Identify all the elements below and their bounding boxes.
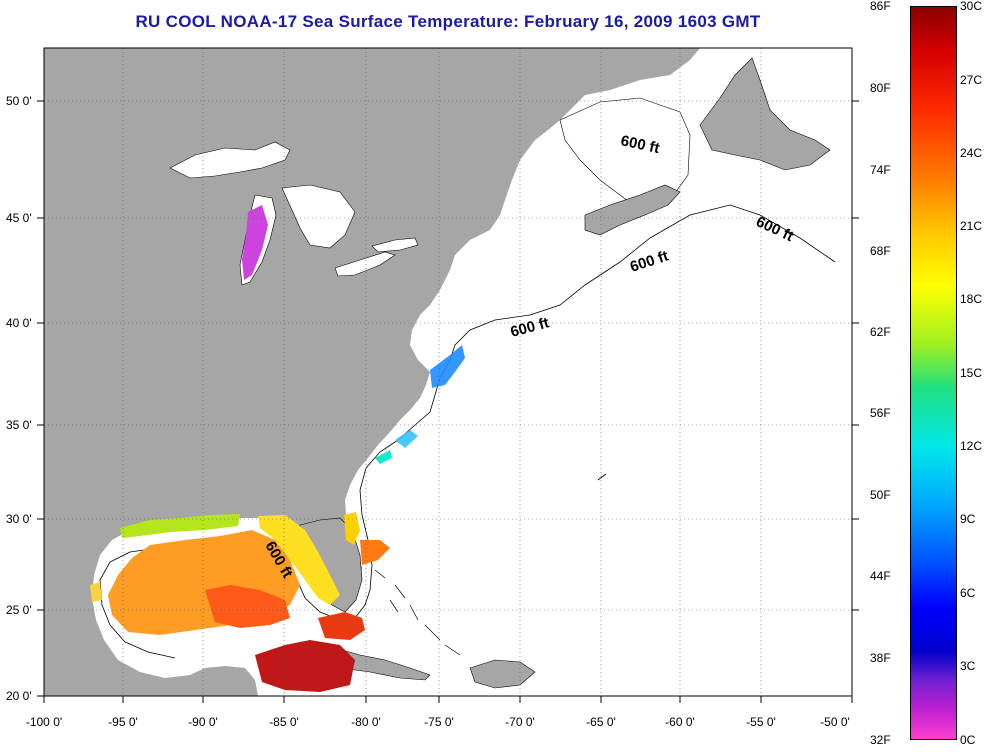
bermuda	[597, 473, 607, 481]
cbar-c-27: 27C	[960, 73, 983, 87]
sst-gulfstream-orange	[360, 540, 390, 565]
sst-caribbean-red	[255, 640, 355, 692]
sst-georgia-teal	[375, 450, 392, 464]
cbar-c-24: 24C	[960, 146, 983, 160]
lat-label-20n: 20 0'	[6, 689, 32, 703]
cbar-c-21: 21C	[960, 219, 983, 233]
map-frame	[43, 47, 853, 697]
bahamas	[374, 569, 461, 656]
graticule	[44, 48, 852, 696]
cbar-f-56: 56F	[870, 406, 891, 420]
lat-label-40n: 40 0'	[6, 316, 32, 330]
newfoundland	[699, 57, 831, 171]
cbar-f-44: 44F	[870, 569, 891, 583]
lon-label-90w: -90 0'	[188, 715, 218, 729]
sst-texas-yellow	[90, 582, 102, 602]
nova-scotia	[584, 184, 681, 236]
cbar-c-30: 30C	[960, 0, 983, 13]
cbar-f-32: 32F	[870, 733, 891, 747]
lon-label-80w: -80 0'	[351, 715, 381, 729]
lat-label-45n: 45 0'	[6, 211, 32, 225]
lon-label-50w: -50 0'	[820, 715, 850, 729]
sst-florida-east-yellow	[344, 512, 360, 545]
sst-carolina-cyan	[395, 430, 418, 448]
north-america-land	[44, 48, 700, 696]
lon-label-100w: -100 0'	[25, 715, 63, 729]
sst-midatlantic-blue	[430, 345, 465, 388]
cbar-f-68: 68F	[870, 244, 891, 258]
lake-huron	[281, 184, 356, 249]
cbar-f-50: 50F	[870, 488, 891, 502]
lat-label-50n: 50 0'	[6, 94, 32, 108]
lon-label-65w: -65 0'	[586, 715, 616, 729]
cbar-c-12: 12C	[960, 439, 983, 453]
cbar-c-6: 6C	[960, 586, 976, 600]
sst-florida-west-yellow	[258, 515, 340, 605]
lat-label-25n: 25 0'	[6, 603, 32, 617]
lon-label-75w: -75 0'	[424, 715, 454, 729]
cbar-c-0: 0C	[960, 733, 976, 747]
cbar-f-86: 86F	[870, 0, 891, 13]
cbar-f-80: 80F	[870, 81, 891, 95]
cbar-c-3: 3C	[960, 659, 976, 673]
sst-florida-straits-red	[318, 612, 365, 640]
cbar-c-15: 15C	[960, 366, 983, 380]
sst-lake-michigan	[242, 205, 268, 280]
lon-label-60w: -60 0'	[665, 715, 695, 729]
cbar-c-18: 18C	[960, 292, 983, 306]
lat-label-30n: 30 0'	[6, 512, 32, 526]
lon-label-55w: -55 0'	[746, 715, 776, 729]
cbar-f-74: 74F	[870, 163, 891, 177]
hispaniola	[469, 659, 536, 689]
lon-label-95w: -95 0'	[108, 715, 138, 729]
sst-gulf-north-green	[120, 514, 240, 538]
map-title: RU COOL NOAA-17 Sea Surface Temperature:…	[135, 12, 761, 31]
cbar-c-9: 9C	[960, 512, 976, 526]
lake-ontario	[371, 237, 419, 253]
lat-label-35n: 35 0'	[6, 418, 32, 432]
cbar-f-38: 38F	[870, 651, 891, 665]
sst-gulf-south-redorange	[205, 585, 290, 628]
lon-label-85w: -85 0'	[269, 715, 299, 729]
axis-ticks	[37, 100, 859, 703]
lake-erie	[334, 251, 396, 277]
lon-label-70w: -70 0'	[505, 715, 535, 729]
cbar-f-62: 62F	[870, 325, 891, 339]
lake-superior	[169, 141, 291, 179]
temperature-colorbar	[910, 6, 957, 740]
